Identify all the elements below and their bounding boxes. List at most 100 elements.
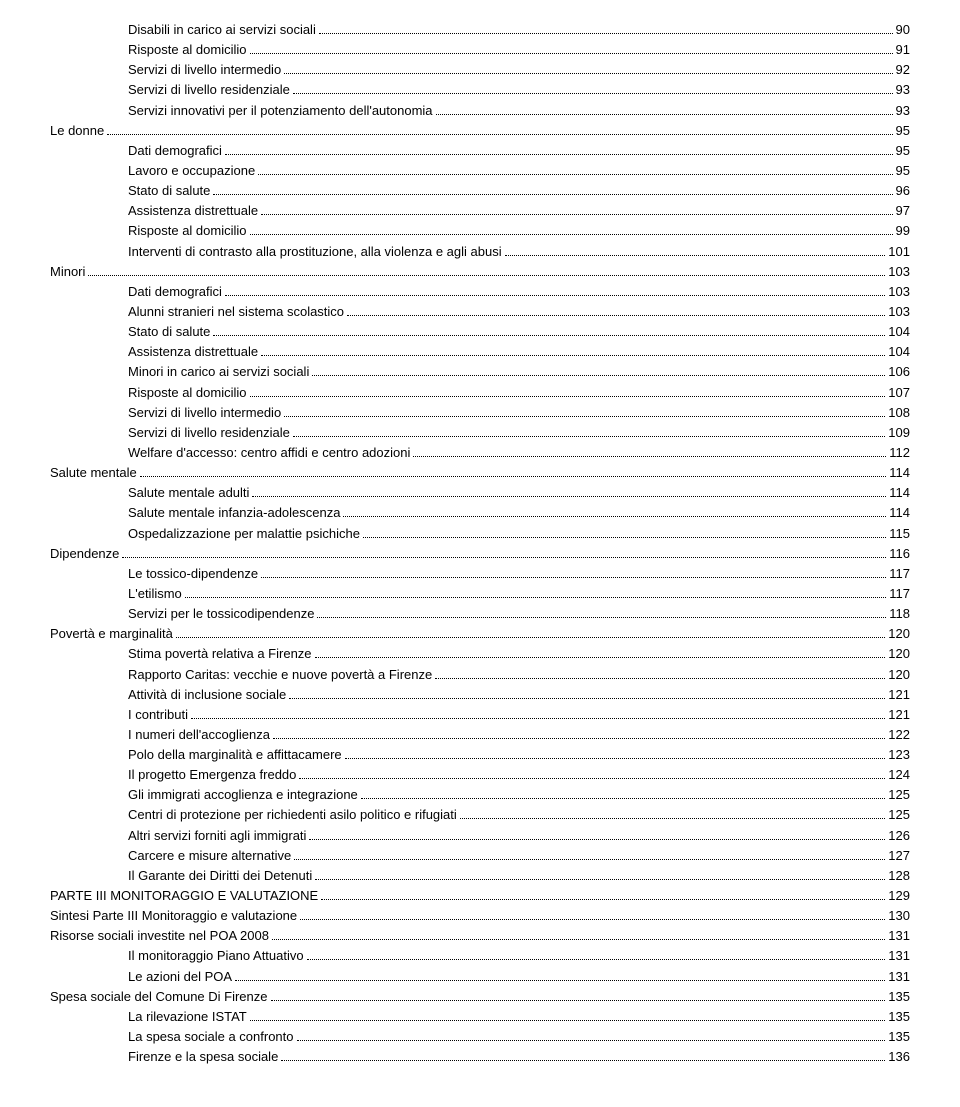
- toc-entry: Le donne95: [50, 121, 910, 141]
- toc-entry-label: Stato di salute: [128, 181, 210, 201]
- toc-leader-dots: [315, 648, 886, 658]
- toc-entry-label: Stato di salute: [128, 322, 210, 342]
- toc-entry-page: 103: [888, 262, 910, 282]
- toc-entry-label: La spesa sociale a confronto: [128, 1027, 294, 1047]
- toc-entry: Salute mentale infanzia-adolescenza114: [50, 503, 910, 523]
- toc-entry-label: Disabili in carico ai servizi sociali: [128, 20, 316, 40]
- toc-entry-label: La rilevazione ISTAT: [128, 1007, 247, 1027]
- toc-leader-dots: [436, 104, 893, 114]
- toc-leader-dots: [363, 527, 886, 537]
- toc-entry: Dati demografici95: [50, 141, 910, 161]
- toc-leader-dots: [307, 950, 886, 960]
- toc-entry-page: 135: [888, 987, 910, 1007]
- toc-entry-page: 106: [888, 362, 910, 382]
- toc-leader-dots: [299, 769, 885, 779]
- toc-leader-dots: [309, 830, 885, 840]
- toc-entry: Ospedalizzazione per malattie psichiche1…: [50, 524, 910, 544]
- toc-entry-page: 131: [888, 926, 910, 946]
- toc-entry-page: 108: [888, 403, 910, 423]
- toc-leader-dots: [258, 165, 892, 175]
- toc-entry-label: I numeri dell'accoglienza: [128, 725, 270, 745]
- toc-entry-page: 114: [889, 483, 910, 503]
- toc-entry: Il progetto Emergenza freddo124: [50, 765, 910, 785]
- toc-entry: Attività di inclusione sociale121: [50, 685, 910, 705]
- toc-entry: Assistenza distrettuale 104: [50, 342, 910, 362]
- toc-entry: Povertà e marginalità120: [50, 624, 910, 644]
- toc-leader-dots: [250, 225, 893, 235]
- toc-entry: La spesa sociale a confronto135: [50, 1027, 910, 1047]
- toc-entry-label: L'etilismo: [128, 584, 182, 604]
- toc-entry-label: Minori in carico ai servizi sociali: [128, 362, 309, 382]
- toc-entry-page: 112: [889, 443, 910, 463]
- toc-entry: L'etilismo117: [50, 584, 910, 604]
- toc-entry-label: Rapporto Caritas: vecchie e nuove povert…: [128, 665, 432, 685]
- toc-entry: Dati demografici103: [50, 282, 910, 302]
- toc-entry-label: Le azioni del POA: [128, 967, 232, 987]
- toc-entry: Centri di protezione per richiedenti asi…: [50, 805, 910, 825]
- toc-leader-dots: [294, 850, 885, 860]
- toc-entry: Altri servizi forniti agli immigrati126: [50, 826, 910, 846]
- toc-leader-dots: [261, 568, 886, 578]
- toc-leader-dots: [505, 245, 886, 255]
- toc-entry-page: 99: [896, 221, 910, 241]
- toc-leader-dots: [319, 24, 893, 34]
- toc-entry-label: Dati demografici: [128, 141, 222, 161]
- toc-leader-dots: [185, 588, 886, 598]
- toc-entry-page: 120: [888, 624, 910, 644]
- toc-entry: PARTE III MONITORAGGIO E VALUTAZIONE129: [50, 886, 910, 906]
- toc-leader-dots: [289, 689, 885, 699]
- toc-entry-label: Le tossico-dipendenze: [128, 564, 258, 584]
- toc-entry-label: Minori: [50, 262, 85, 282]
- toc-entry: Servizi per le tossicodipendenze118: [50, 604, 910, 624]
- toc-entry-page: 114: [889, 503, 910, 523]
- toc-page: Disabili in carico ai servizi sociali 90 R…: [0, 0, 960, 1107]
- toc-entry-page: 122: [888, 725, 910, 745]
- toc-leader-dots: [250, 386, 886, 396]
- toc-leader-dots: [293, 84, 893, 94]
- toc-entry-label: Firenze e la spesa sociale: [128, 1047, 278, 1067]
- toc-entry-page: 93: [896, 80, 910, 100]
- toc-entry: Lavoro e occupazione95: [50, 161, 910, 181]
- toc-leader-dots: [315, 870, 885, 880]
- toc-leader-dots: [312, 366, 885, 376]
- toc-entry-page: 97: [896, 201, 910, 221]
- toc-leader-dots: [361, 789, 886, 799]
- toc-leader-dots: [347, 306, 885, 316]
- toc-entry-label: Servizi innovativi per il potenziamento …: [128, 101, 433, 121]
- toc-entry-page: 121: [888, 685, 910, 705]
- toc-entry: I numeri dell'accoglienza 122: [50, 725, 910, 745]
- toc-entry-label: Risposte al domicilio: [128, 383, 247, 403]
- toc-entry-page: 103: [888, 302, 910, 322]
- toc-leader-dots: [413, 447, 886, 457]
- toc-entry: Gli immigrati accoglienza e integrazione…: [50, 785, 910, 805]
- toc-leader-dots: [122, 548, 886, 558]
- toc-entry-page: 90: [896, 20, 910, 40]
- toc-leader-dots: [460, 809, 886, 819]
- toc-entry-page: 121: [888, 705, 910, 725]
- toc-entry-label: I contributi: [128, 705, 188, 725]
- toc-entry: Dipendenze116: [50, 544, 910, 564]
- toc-entry-page: 95: [896, 161, 910, 181]
- toc-entry-label: Assistenza distrettuale: [128, 342, 258, 362]
- toc-entry: Carcere e misure alternative127: [50, 846, 910, 866]
- toc-leader-dots: [250, 1011, 886, 1021]
- toc-entry: Minori 103: [50, 262, 910, 282]
- toc-leader-dots: [213, 326, 885, 336]
- toc-entry: Servizi innovativi per il potenziamento …: [50, 101, 910, 121]
- toc-entry: Servizi di livello residenziale109: [50, 423, 910, 443]
- toc-entry-page: 120: [888, 665, 910, 685]
- toc-leader-dots: [140, 467, 887, 477]
- toc-entry-label: PARTE III MONITORAGGIO E VALUTAZIONE: [50, 886, 318, 906]
- toc-leader-dots: [225, 145, 893, 155]
- toc-entry-page: 104: [888, 342, 910, 362]
- toc-entry-label: Gli immigrati accoglienza e integrazione: [128, 785, 358, 805]
- toc-entry-page: 96: [896, 181, 910, 201]
- toc-leader-dots: [191, 709, 885, 719]
- toc-leader-dots: [271, 991, 886, 1001]
- toc-leader-dots: [321, 890, 885, 900]
- toc-entry-label: Il monitoraggio Piano Attuativo: [128, 946, 304, 966]
- toc-entry: Salute mentale114: [50, 463, 910, 483]
- toc-leader-dots: [225, 286, 885, 296]
- toc-entry-page: 117: [889, 564, 910, 584]
- toc-entry: Alunni stranieri nel sistema scolastico1…: [50, 302, 910, 322]
